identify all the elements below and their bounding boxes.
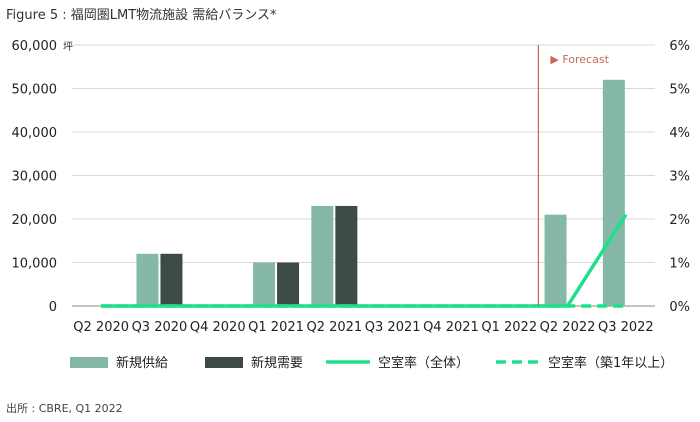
x-axis-ticks: Q2 2020 Q3 2020 Q4 2020 Q1 2021 Q2 2021 Q3 20… [73,320,653,335]
legend-label: 新規需要 [251,355,303,371]
bar-supply [136,253,159,306]
x-tick-label: Q1 2022 [481,320,537,335]
x-tick-label: Q2 2022 [540,320,596,335]
y2-tick-label: 6% [669,39,690,54]
x-tick-label: Q2 2020 [73,320,129,335]
bar-supply [602,79,625,306]
y-tick-label: 50,000 [12,83,58,98]
legend: 新規供給 新規需要 空室率（全体） 空室率（築1年以上） [70,355,673,371]
x-tick-label: Q4 2020 [190,320,246,335]
y-tick-label: 0 [49,300,57,315]
y-tick-label: 30,000 [12,170,58,185]
bar-demand [277,262,300,306]
y2-tick-label: 3% [669,170,690,185]
y-tick-label: 10,000 [12,257,58,272]
grid-lines [72,44,655,307]
y2-tick-label: 1% [669,257,690,272]
bar-supply [253,262,276,306]
bar-demand [160,253,183,306]
legend-swatch [205,357,243,368]
x-tick-label: Q2 2021 [306,320,362,335]
y2-tick-label: 5% [669,83,690,98]
x-tick-label: Q3 2020 [132,320,188,335]
legend-label: 空室率（築1年以上） [548,355,673,371]
chart: 0 10,000 20,000 30,000 40,000 50,000 60,000 0%… [12,39,691,371]
y2-tick-label: 0% [669,300,690,315]
legend-label: 新規供給 [116,355,168,371]
x-tick-label: Q1 2021 [248,320,304,335]
y2-tick-label: 2% [669,213,690,228]
y-axis-unit: 坪 [63,40,73,53]
y-axis-ticks: 0 10,000 20,000 30,000 40,000 50,000 60,000 [12,39,58,315]
y2-tick-label: 4% [669,126,690,141]
y-tick-label: 60,000 [12,39,58,54]
forecast-marker: ▶ Forecast [537,45,610,306]
bar-supply [544,214,567,306]
x-tick-label: Q3 2021 [365,320,421,335]
bar-demand [335,205,358,306]
forecast-label: ▶ Forecast [550,53,609,66]
source-note: 出所 : CBRE, Q1 2022 [6,402,123,415]
y2-axis-ticks: 0% 1% 2% 3% 4% 5% 6% [669,39,690,315]
x-tick-label: Q4 2021 [423,320,479,335]
y-tick-label: 20,000 [12,213,58,228]
chart-title: Figure 5 : 福岡圏LMT物流施設 需給バランス* [6,8,277,23]
x-tick-label: Q3 2022 [598,320,654,335]
bars [136,79,625,306]
legend-label: 空室率（全体） [378,355,469,371]
y-tick-label: 40,000 [12,126,58,141]
legend-swatch [70,357,108,368]
bar-supply [311,205,334,306]
